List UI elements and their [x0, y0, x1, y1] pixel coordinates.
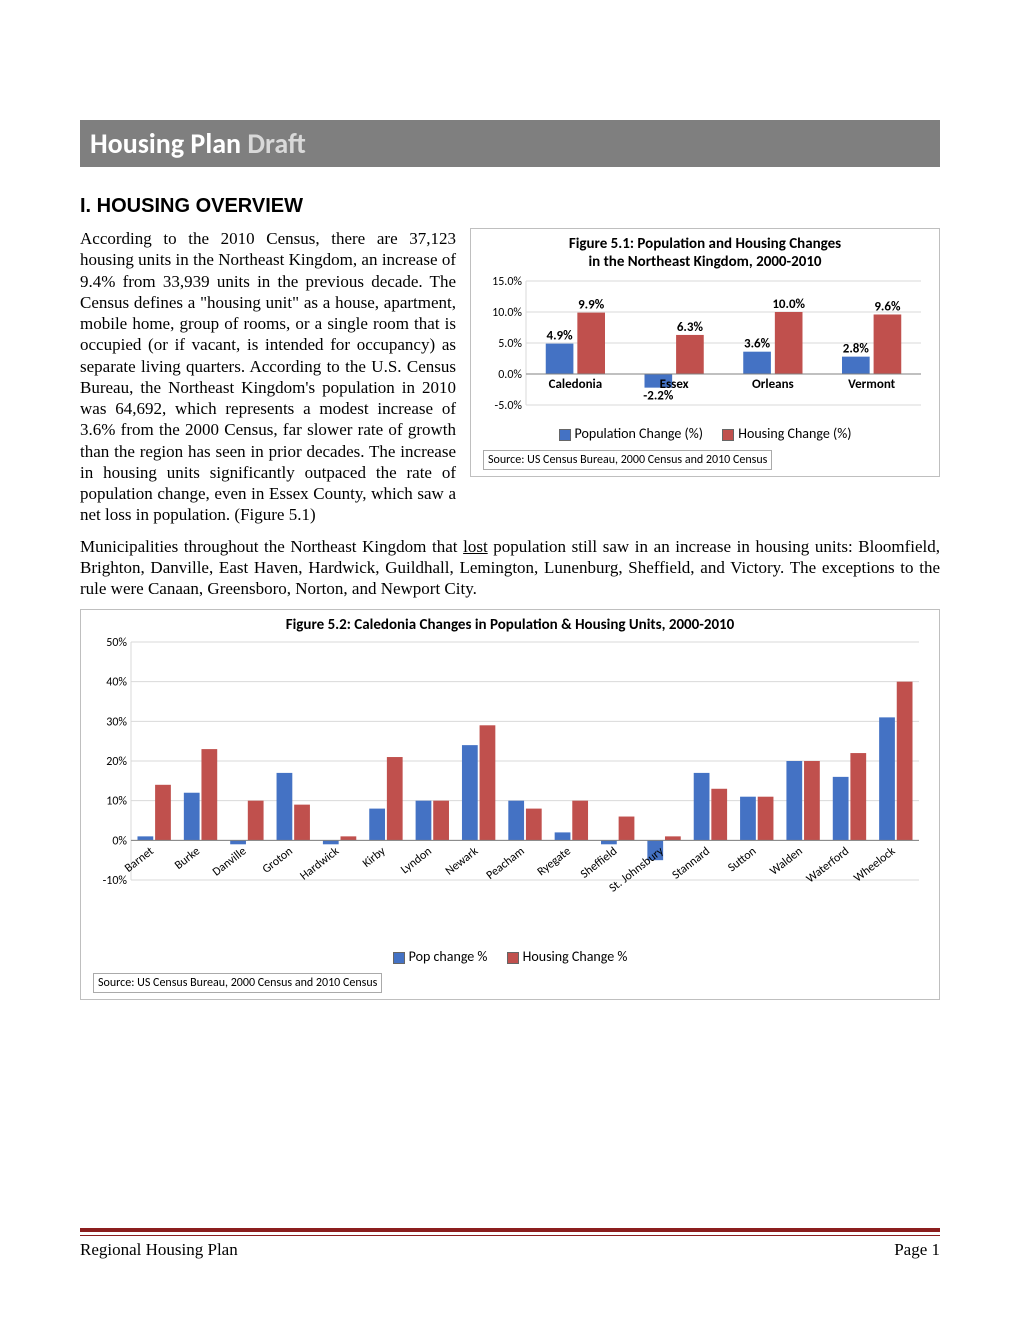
svg-text:6.3%: 6.3% [677, 320, 704, 335]
chart2-plot: -10% 0% 10% 20% 30% 40% 50% Barnet BurkeDanville… [81, 636, 931, 946]
svg-text:30%: 30% [106, 716, 127, 730]
svg-text:15.0%: 15.0% [492, 275, 522, 289]
svg-text:Walden: Walden [768, 845, 806, 879]
svg-text:50%: 50% [106, 636, 127, 650]
doc-title: Housing Plan [90, 126, 241, 161]
doc-subtitle: Draft [247, 126, 305, 161]
page-footer: Regional Housing Plan Page 1 [80, 1228, 940, 1260]
figure-5-2: Figure 5.2: Caledonia Changes in Populat… [80, 609, 940, 1000]
svg-text:3.6%: 3.6% [744, 337, 771, 352]
svg-text:-5.0%: -5.0% [495, 399, 523, 413]
svg-text:Sheffield: Sheffield [578, 845, 620, 882]
chart2-title: Figure 5.2: Caledonia Changes in Populat… [81, 610, 939, 636]
svg-text:10.0%: 10.0% [492, 306, 522, 320]
svg-text:Peacham: Peacham [484, 845, 528, 883]
chart1-plot: -5.0% 0.0% 5.0% 10.0% 15.0% 4.9% 9.9% Caledonia… [471, 273, 931, 423]
svg-text:Orleans: Orleans [752, 377, 794, 392]
svg-text:Danville: Danville [210, 845, 249, 880]
svg-text:4.9%: 4.9% [547, 329, 574, 344]
svg-text:2.8%: 2.8% [843, 342, 870, 357]
svg-text:Wheelock: Wheelock [851, 844, 898, 885]
svg-text:5.0%: 5.0% [498, 337, 522, 351]
legend-blue-icon [393, 952, 405, 964]
svg-text:Newark: Newark [443, 844, 482, 878]
svg-text:9.9%: 9.9% [578, 298, 605, 313]
section-heading: I. HOUSING OVERVIEW [80, 195, 940, 218]
chart1-source: Source: US Census Bureau, 2000 Census an… [483, 450, 772, 470]
chart1-title: Figure 5.1: Population and Housing Chang… [471, 229, 939, 273]
svg-text:10%: 10% [106, 795, 127, 809]
svg-text:0.0%: 0.0% [498, 368, 522, 382]
svg-text:20%: 20% [106, 755, 127, 769]
svg-text:Essex: Essex [660, 377, 689, 392]
chart2-source: Source: US Census Bureau, 2000 Census an… [93, 973, 382, 993]
svg-text:Burke: Burke [172, 845, 203, 873]
svg-text:Caledonia: Caledonia [549, 377, 603, 392]
figure-5-1: Figure 5.1: Population and Housing Chang… [470, 228, 940, 477]
svg-text:-10%: -10% [103, 874, 128, 888]
svg-text:Hardwick: Hardwick [298, 844, 343, 883]
svg-text:40%: 40% [106, 676, 127, 690]
svg-text:9.6%: 9.6% [874, 299, 901, 314]
svg-text:Lyndon: Lyndon [398, 845, 434, 878]
svg-text:Groton: Groton [260, 845, 296, 877]
footer-rule-icon [80, 1228, 940, 1236]
svg-text:Barnet: Barnet [122, 845, 156, 876]
svg-text:10.0%: 10.0% [772, 297, 805, 312]
chart2-legend: Pop change % Housing Change % [81, 946, 939, 969]
legend-blue-icon [559, 429, 571, 441]
paragraph-2: Municipalities throughout the Northeast … [80, 536, 940, 600]
svg-text:0%: 0% [112, 835, 127, 849]
chart1-legend: Population Change (%) Housing Change (%) [471, 423, 939, 446]
footer-left: Regional Housing Plan [80, 1240, 238, 1260]
legend-red-icon [507, 952, 519, 964]
svg-text:Kirby: Kirby [360, 844, 389, 871]
svg-text:Ryegate: Ryegate [535, 845, 574, 880]
title-bar: Housing Plan Draft [80, 120, 940, 167]
svg-text:Sutton: Sutton [725, 845, 759, 876]
footer-right: Page 1 [894, 1240, 940, 1260]
svg-text:Vermont: Vermont [848, 377, 896, 392]
svg-text:Stannard: Stannard [670, 845, 713, 883]
legend-red-icon [722, 429, 734, 441]
